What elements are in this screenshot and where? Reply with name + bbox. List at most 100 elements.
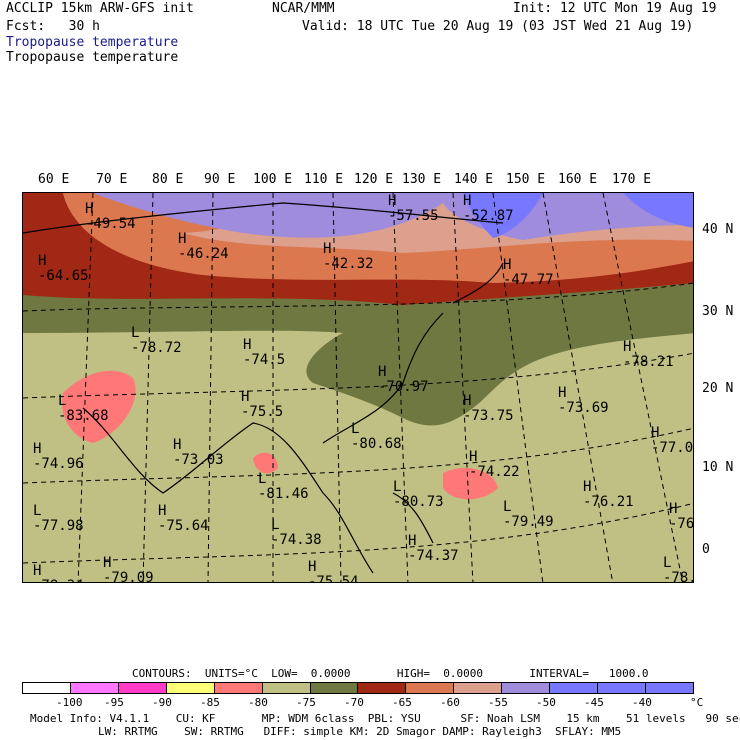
extremum-mark: H: [388, 193, 396, 209]
colorbar-label: -40: [632, 696, 652, 709]
extremum-value: -75.54: [308, 574, 359, 583]
latitude-label: 30 N: [702, 304, 734, 319]
extremum-value: -78.21: [623, 354, 674, 370]
colorbar-swatch: [597, 683, 645, 693]
model-info-line2: LW: RRTMG SW: RRTMG DIFF: simple KM: 2D …: [98, 725, 622, 738]
colorbar-swatch: [644, 683, 693, 693]
colorbar-label: -45: [584, 696, 604, 709]
colorbar-swatch: [23, 683, 70, 693]
colorbar-swatch: [549, 683, 598, 693]
extremum-mark: H: [623, 339, 631, 355]
extremum-value: -74.37: [408, 548, 459, 564]
longitude-label: 170 E: [612, 172, 652, 187]
extremum-mark: H: [323, 241, 331, 257]
extremum-mark: L: [258, 471, 266, 487]
colorbar-swatch: [117, 683, 166, 693]
extremum-value: -73.75: [463, 408, 514, 424]
longitude-label: 60 E: [38, 172, 70, 187]
extremum-mark: L: [58, 393, 66, 409]
extremum-value: -70.97: [378, 379, 429, 395]
colorbar-label: -85: [200, 696, 220, 709]
contours-info: CONTOURS: UNITS=°C LOW= 0.0000 HIGH= 0.0…: [132, 667, 649, 680]
extremum-value: -79.09: [103, 570, 154, 583]
field-title-contour: Tropopause temperature: [6, 50, 179, 65]
extremum-mark: L: [33, 503, 41, 519]
colorbar-swatch: [357, 683, 406, 693]
extremum-value: -75.5: [241, 404, 283, 420]
extremum-mark: H: [38, 253, 46, 269]
longitude-label: 140 E: [454, 172, 494, 187]
extremum-mark: H: [33, 441, 41, 457]
extremum-mark: H: [651, 425, 659, 441]
extremum-mark: H: [503, 257, 511, 273]
graticule: [23, 193, 693, 582]
extremum-mark: H: [308, 559, 316, 575]
extremum-mark: H: [558, 385, 566, 401]
extremum-value: -77.98: [33, 518, 84, 534]
longitude-label: 120 E: [354, 172, 394, 187]
extremum-value: -73.69: [558, 400, 609, 416]
colorbar-unit: °C: [690, 696, 704, 709]
extremum-value: -47.77: [503, 272, 554, 288]
extremum-mark: H: [408, 533, 416, 549]
extremum-value: -76.: [669, 516, 694, 532]
extremum-mark: H: [469, 449, 477, 465]
extremum-value: -75.64: [158, 518, 209, 534]
model-info-line1: Model Info: V4.1.1 CU: KF MP: WDM 6class…: [30, 712, 740, 725]
colorbar-swatch: [165, 683, 214, 693]
colorbar: [22, 682, 694, 694]
band-minus70: [23, 278, 693, 426]
map-svg: H-49.54H-46.24 H-42.32H-57.55H-52.87H-47.…: [23, 193, 694, 583]
colorbar-label: -65: [392, 696, 412, 709]
extremum-mark: H: [158, 503, 166, 519]
patch-minus80-bay: [253, 452, 278, 474]
extremum-mark: H: [243, 337, 251, 353]
colorbar-swatch: [405, 683, 454, 693]
band-minus50: [93, 193, 693, 240]
colorbar-label: -90: [152, 696, 172, 709]
extremum-mark: H: [85, 201, 93, 217]
band-minus45: [463, 193, 693, 238]
extremum-value: -74.38: [271, 532, 322, 548]
colorbar-label: -70: [344, 696, 364, 709]
colorbar-label: -60: [440, 696, 460, 709]
extremum-mark: H: [173, 437, 181, 453]
center-label: NCAR/MMM: [272, 1, 335, 16]
extremum-mark: L: [271, 517, 279, 533]
extremum-value: -46.24: [178, 246, 229, 262]
patch-minus80-pacific: [443, 468, 498, 500]
extremum-mark: H: [33, 563, 41, 579]
extrema-labels: H-49.54H-46.24 H-42.32H-57.55H-52.87H-47.…: [33, 193, 694, 583]
longitude-label: 70 E: [96, 172, 128, 187]
colorbar-label: -95: [104, 696, 124, 709]
extremum-mark: H: [463, 193, 471, 209]
colorbar-label: -75: [296, 696, 316, 709]
extremum-value: -74.96: [33, 456, 84, 472]
extremum-mark: L: [351, 421, 359, 437]
extremum-mark: H: [178, 231, 186, 247]
longitude-label: 130 E: [402, 172, 442, 187]
extremum-mark: L: [131, 325, 139, 341]
colorbar-label: -80: [248, 696, 268, 709]
colorbar-swatch: [309, 683, 358, 693]
longitude-label: 110 E: [304, 172, 344, 187]
extremum-value: -76.21: [583, 494, 634, 510]
longitude-label: 100 E: [253, 172, 293, 187]
latitude-label: 10 N: [702, 460, 734, 475]
extremum-value: -57.55: [388, 208, 439, 224]
extremum-value: -78.5: [663, 570, 694, 583]
field-title-shaded: Tropopause temperature: [6, 35, 179, 50]
colorbar-label: -50: [536, 696, 556, 709]
colorbar-swatch: [453, 683, 502, 693]
extremum-value: -52.87: [463, 208, 514, 224]
model-title: ACCLIP 15km ARW-GFS init: [6, 1, 194, 16]
extremum-value: -80.73: [393, 494, 444, 510]
extremum-mark: H: [583, 479, 591, 495]
extremum-value: -77.09: [651, 440, 694, 456]
extremum-value: -74.5: [243, 352, 285, 368]
longitude-label: 160 E: [558, 172, 598, 187]
colorbar-swatch: [69, 683, 118, 693]
map-panel: H -49.54 H -46.24 H -42.32 H -57.55 H -52.87 H -47.…: [22, 192, 694, 583]
latitude-label: 40 N: [702, 222, 734, 237]
colorbar-label: -100: [56, 696, 83, 709]
